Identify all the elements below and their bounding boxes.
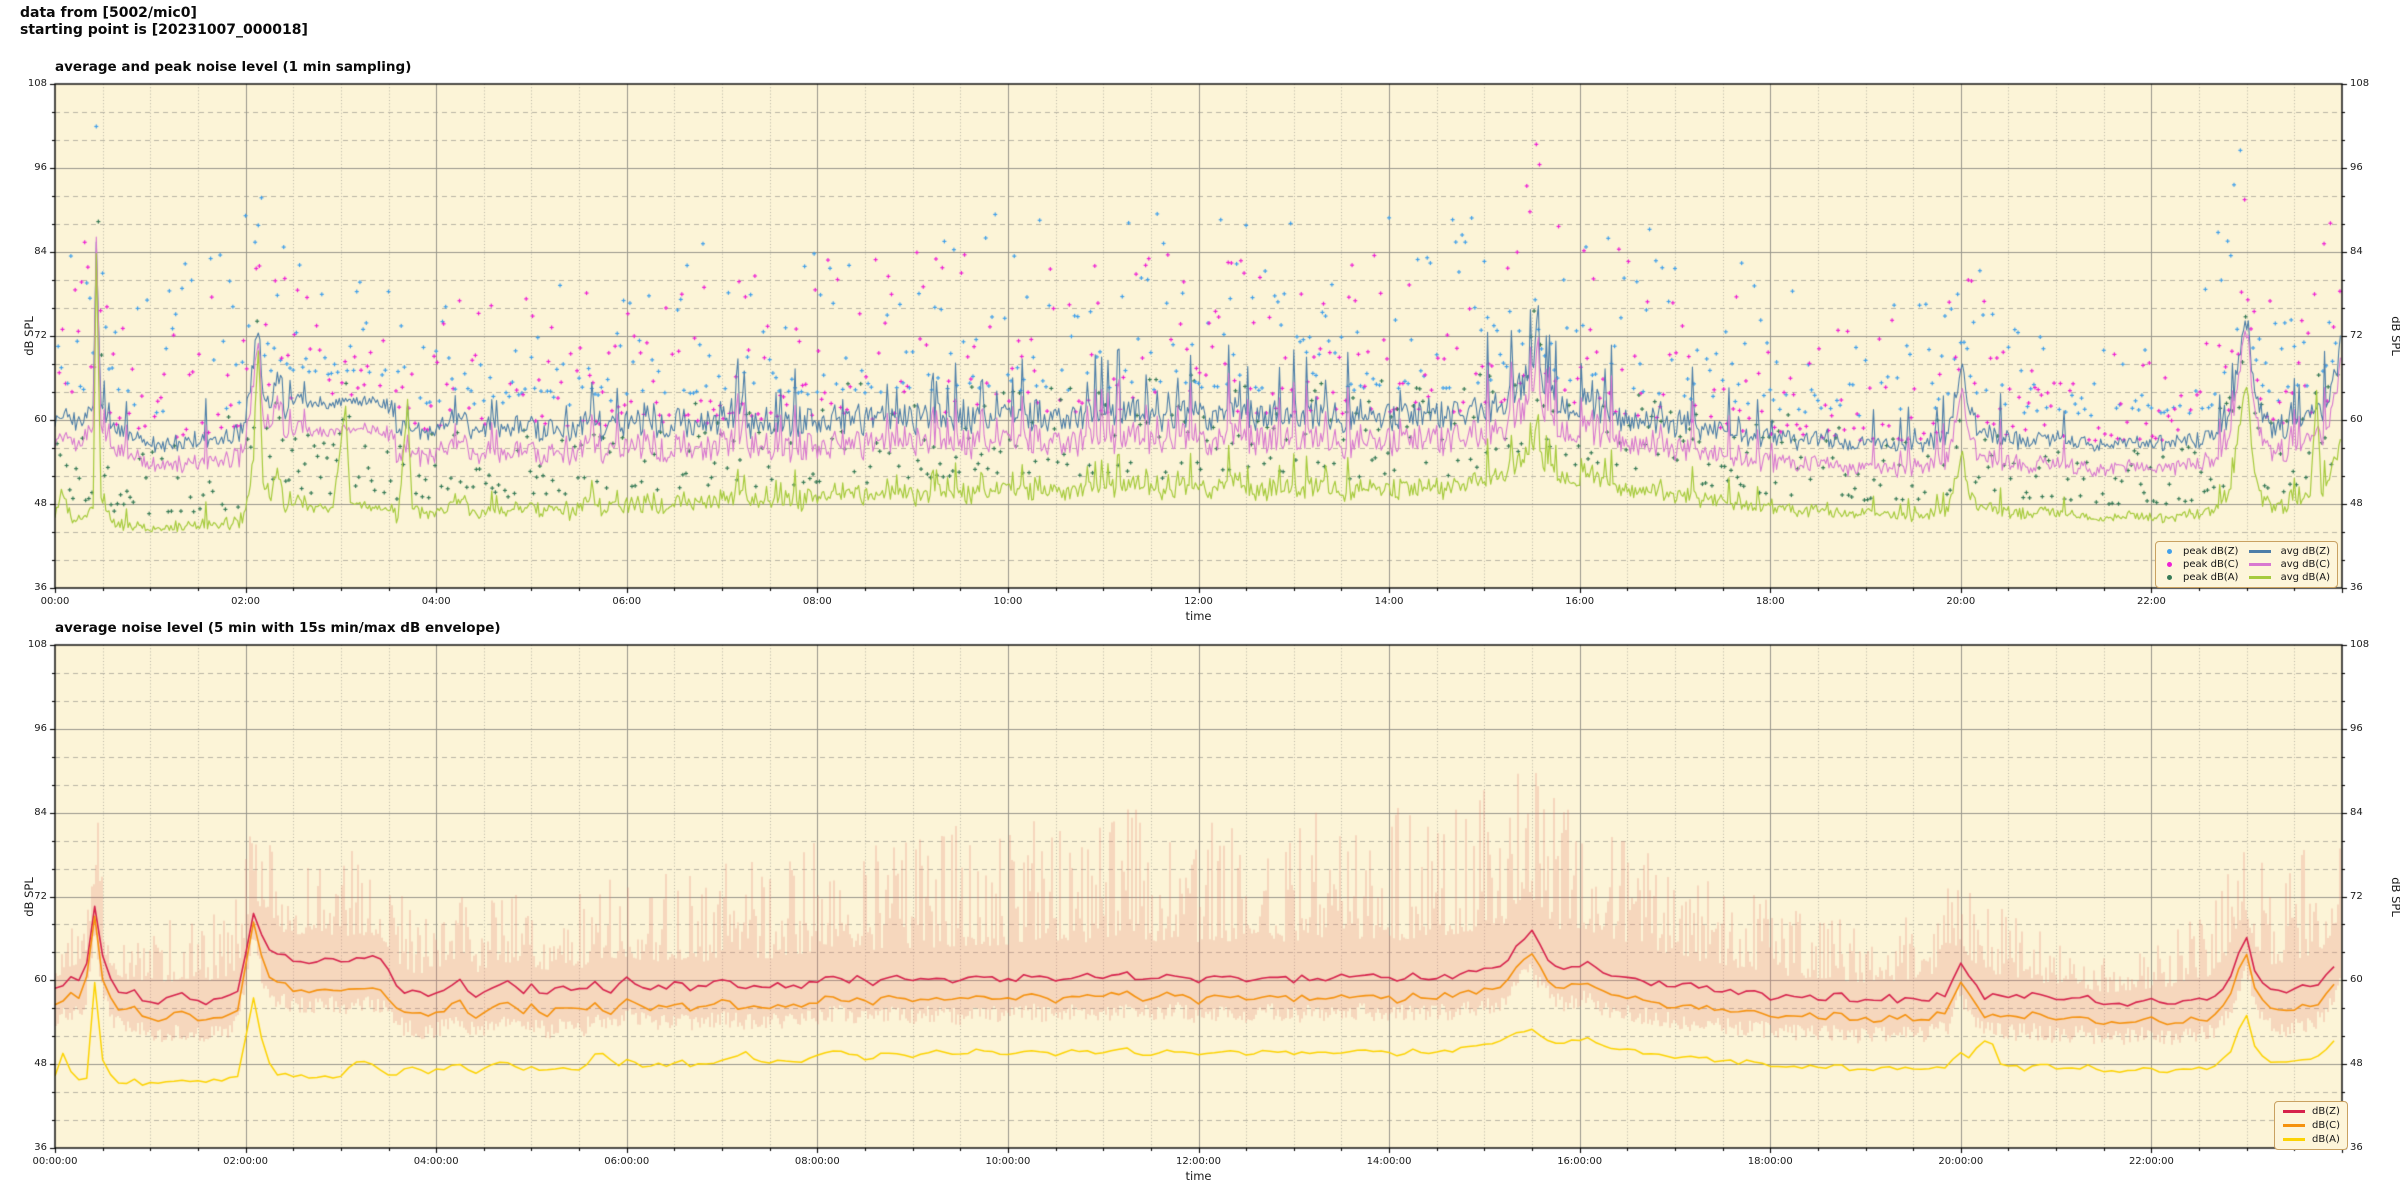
x-tick-label: 14:00	[1374, 596, 1404, 607]
y-tick-label: 36	[34, 1142, 47, 1153]
x-tick-label: 04:00	[421, 596, 451, 607]
legend-label-dbz: dB(Z)	[2312, 1106, 2340, 1117]
x-tick-label: 10:00:00	[985, 1156, 1031, 1167]
avg-dbc-line-icon	[2248, 563, 2271, 566]
x-tick-label: 18:00	[1755, 596, 1785, 607]
y-tick-label: 84	[34, 246, 47, 257]
bottom-chart-xlabel: time	[1185, 1169, 1212, 1183]
legend-label-peak-dbz: peak dB(Z)	[2183, 546, 2239, 557]
y-tick-label: 72	[2350, 330, 2363, 341]
header-line1: data from [5002/mic0]	[20, 5, 197, 21]
peak-dbc-marker-icon	[2166, 562, 2172, 567]
bottom-chart-ylabel-right: dB SPL	[2388, 876, 2400, 917]
bottom-chart: average noise level (5 min with 15s min/…	[22, 620, 2400, 1183]
legend-label-peak-dbc: peak dB(C)	[2183, 559, 2239, 570]
x-tick-label: 14:00:00	[1366, 1156, 1412, 1167]
x-tick-label: 08:00	[802, 596, 832, 607]
legend-label-avg-dbc: avg dB(C)	[2280, 559, 2331, 570]
top-chart-xlabel: time	[1185, 609, 1212, 623]
y-tick-label: 72	[2350, 890, 2363, 902]
x-tick-label: 22:00:00	[2128, 1156, 2174, 1167]
y-tick-label: 84	[2350, 246, 2363, 257]
top-chart: average and peak noise level (1 min samp…	[22, 59, 2400, 623]
bottom-plot-canvas	[43, 633, 2354, 1160]
legend-label-avg-dba: avg dB(A)	[2280, 572, 2331, 583]
y-tick-label: 108	[27, 639, 47, 650]
y-tick-label: 84	[2350, 806, 2363, 818]
y-tick-label: 96	[34, 162, 47, 173]
x-tick-label: 12:00:00	[1176, 1156, 1221, 1167]
peak-dba-marker-icon	[2166, 575, 2172, 580]
x-tick-label: 18:00:00	[1747, 1156, 1793, 1167]
x-tick-label: 12:00	[1184, 596, 1213, 607]
y-tick-label: 48	[2350, 498, 2363, 509]
avg-dba-line-icon	[2248, 576, 2271, 579]
y-tick-label: 108	[2350, 78, 2370, 89]
x-tick-label: 00:00	[40, 596, 70, 607]
x-tick-label: 16:00:00	[1557, 1156, 1603, 1167]
top-chart-ylabel-right: dB SPL	[2388, 316, 2400, 356]
x-tick-label: 10:00	[993, 596, 1023, 607]
x-tick-label: 22:00	[2136, 596, 2166, 607]
x-tick-label: 02:00	[231, 596, 260, 607]
top-plot-canvas	[43, 72, 2354, 600]
y-tick-label: 72	[34, 330, 47, 341]
dbz-line-icon	[2283, 1110, 2305, 1113]
y-tick-label: 48	[34, 1058, 47, 1070]
y-tick-label: 48	[34, 498, 47, 509]
y-tick-label: 108	[27, 78, 47, 89]
y-tick-label: 36	[2350, 582, 2363, 593]
top-chart-title: average and peak noise level (1 min samp…	[55, 59, 412, 75]
header-line2: starting point is [20231007_000018]	[20, 22, 308, 38]
x-tick-label: 08:00:00	[794, 1156, 840, 1167]
x-tick-label: 06:00:00	[604, 1156, 650, 1167]
y-tick-label: 60	[2350, 414, 2363, 425]
y-tick-label: 72	[34, 890, 47, 902]
x-tick-label: 04:00:00	[413, 1156, 459, 1167]
y-tick-label: 60	[34, 974, 47, 986]
y-tick-label: 96	[2350, 722, 2363, 734]
legend-label-peak-dba: peak dB(A)	[2183, 572, 2239, 583]
legend-label-dba: dB(A)	[2312, 1134, 2340, 1145]
legend-label-dbc: dB(C)	[2312, 1120, 2340, 1131]
legend-label-avg-dbz: avg dB(Z)	[2280, 546, 2331, 557]
x-tick-label: 20:00	[1946, 596, 1976, 607]
y-tick-label: 60	[2350, 974, 2363, 986]
x-tick-label: 20:00:00	[1938, 1156, 1984, 1167]
y-tick-label: 60	[34, 414, 47, 425]
y-tick-label: 108	[2350, 639, 2370, 650]
peak-dbz-marker-icon	[2166, 549, 2172, 554]
x-tick-label: 16:00	[1565, 596, 1595, 607]
bottom-chart-legend: dB(Z) dB(C) dB(A)	[2274, 1101, 2348, 1150]
y-tick-label: 96	[2350, 162, 2363, 173]
y-tick-label: 36	[2350, 1142, 2363, 1153]
dbc-line-icon	[2283, 1124, 2305, 1127]
x-tick-label: 06:00	[612, 596, 642, 607]
top-chart-legend: peak dB(Z) avg dB(Z) peak dB(C) avg dB(C…	[2155, 541, 2339, 588]
x-tick-label: 02:00:00	[223, 1156, 269, 1167]
x-tick-label: 00:00:00	[32, 1156, 78, 1167]
y-tick-label: 84	[34, 806, 47, 818]
y-tick-label: 96	[34, 722, 47, 734]
dba-line-icon	[2283, 1138, 2305, 1141]
bottom-chart-title: average noise level (5 min with 15s min/…	[55, 620, 501, 636]
y-tick-label: 36	[34, 582, 47, 593]
avg-dbz-line-icon	[2248, 550, 2271, 553]
figure-header: data from [5002/mic0] starting point is …	[20, 5, 308, 39]
y-tick-label: 48	[2350, 1058, 2363, 1070]
